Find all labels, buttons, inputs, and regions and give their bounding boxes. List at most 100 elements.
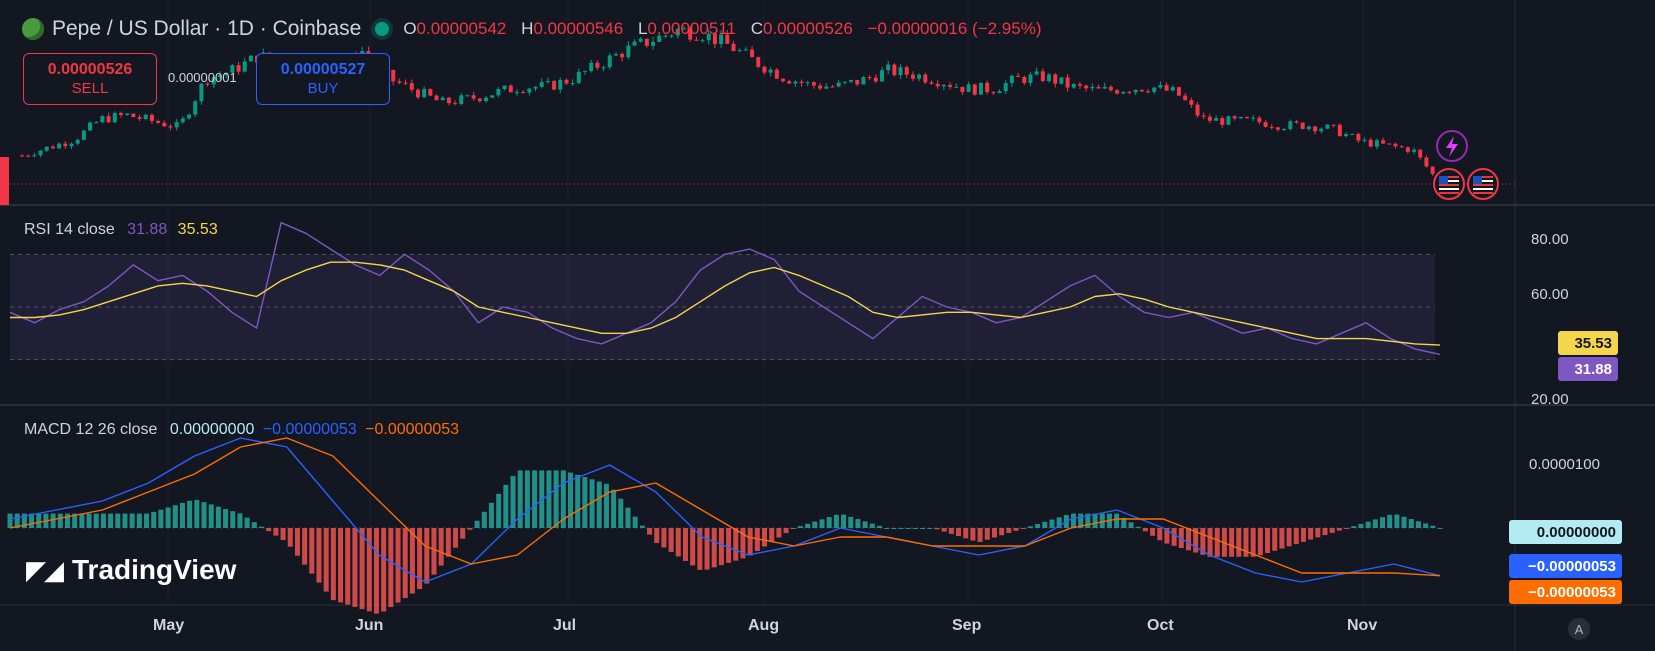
- macd-histogram-bar: [991, 528, 997, 538]
- macd-histogram-bar: [1236, 528, 1242, 557]
- macd-histogram-bar: [1121, 517, 1127, 528]
- macd-histogram-bar: [409, 528, 415, 594]
- candle-body: [1393, 143, 1398, 147]
- macd-histogram-bar: [294, 528, 300, 556]
- macd-legend[interactable]: MACD 12 26 close 0.00000000 −0.00000053 …: [24, 421, 459, 439]
- candle-body: [620, 53, 625, 58]
- candle-body: [601, 67, 606, 69]
- candle-body: [100, 116, 105, 123]
- candle-body: [1245, 116, 1250, 119]
- auto-scale-button[interactable]: A: [1568, 618, 1590, 640]
- candle-body: [1090, 87, 1095, 89]
- lightning-event-icon: [1436, 130, 1468, 162]
- macd-histogram-bar: [1308, 528, 1314, 540]
- candle-body: [20, 155, 24, 157]
- macd-histogram-bar: [1207, 528, 1213, 557]
- candle-body: [81, 130, 86, 140]
- macd-histogram-bar: [1078, 513, 1084, 528]
- macd-histogram-bar: [259, 526, 265, 528]
- candle-body: [830, 86, 835, 88]
- macd-histogram-bar: [977, 528, 983, 542]
- macd-histogram-bar: [230, 511, 236, 528]
- candle-body: [248, 55, 253, 62]
- macd-histogram-bar: [776, 528, 782, 538]
- macd-histogram-bar: [1142, 528, 1148, 532]
- macd-histogram-bar: [79, 513, 85, 528]
- macd-histogram-bar: [704, 528, 710, 570]
- rsi-line: [9, 221, 1441, 356]
- candle-body: [94, 122, 99, 124]
- macd-histogram-bar: [460, 528, 466, 539]
- candle-body: [917, 74, 922, 79]
- macd-histogram-bar: [769, 528, 775, 543]
- macd-histogram-bar: [1042, 521, 1048, 528]
- macd-histogram-bar: [431, 528, 437, 575]
- candle-body: [743, 49, 748, 51]
- macd-histogram-bar: [510, 475, 516, 528]
- candle-body: [88, 122, 93, 131]
- candle-body: [539, 82, 544, 87]
- macd-histogram-bar: [1035, 524, 1041, 528]
- candle-body: [187, 114, 192, 119]
- rsi-axis-80: 80.00: [1531, 231, 1569, 248]
- candle-body: [694, 39, 699, 41]
- macd-histogram-bar: [64, 513, 70, 528]
- macd-histogram-bar: [395, 528, 401, 603]
- candle-body: [1059, 77, 1064, 84]
- macd-histogram-bar: [1286, 528, 1292, 547]
- candle-body: [168, 126, 173, 128]
- macd-histogram-bar: [956, 528, 962, 537]
- macd-histogram-bar: [905, 528, 911, 529]
- macd-histogram-bar: [848, 516, 854, 528]
- candle-body: [1164, 85, 1169, 91]
- candle-body: [1115, 90, 1120, 94]
- candle-body: [1418, 149, 1423, 158]
- macd-histogram-bar: [783, 528, 789, 534]
- macd-histogram-bar: [1380, 517, 1386, 528]
- macd-histogram-bar: [711, 528, 717, 568]
- rsi-legend[interactable]: RSI 14 close 31.88 35.53: [24, 221, 218, 239]
- macd-histogram-bar: [244, 517, 250, 528]
- open-value: 0.00000542: [416, 19, 507, 38]
- macd-histogram-bar: [618, 498, 624, 528]
- macd-histogram-bar: [287, 528, 293, 547]
- candle-body: [997, 91, 1002, 94]
- candle-body: [1362, 139, 1367, 141]
- macd-histogram-bar: [532, 470, 538, 528]
- candle-body: [205, 83, 210, 85]
- low-value: 0.00000511: [647, 19, 736, 38]
- macd-histogram-bar: [57, 513, 63, 528]
- sell-button[interactable]: 0.00000526 SELL: [23, 53, 157, 105]
- macd-histogram-bar: [1128, 522, 1134, 528]
- candle-body: [1207, 116, 1212, 121]
- macd-pane: [7, 437, 1443, 614]
- candle-body: [521, 92, 526, 94]
- macd-histogram-bar: [654, 528, 660, 543]
- candle-body: [1226, 116, 1231, 125]
- buy-button[interactable]: 0.00000527 BUY: [256, 53, 390, 105]
- candle-body: [576, 71, 581, 84]
- candle-body: [57, 143, 62, 149]
- symbol-legend[interactable]: Pepe / US Dollar · 1D · Coinbase O0.0000…: [22, 15, 1051, 43]
- macd-histogram-bar: [553, 470, 559, 528]
- symbol-title: Pepe / US Dollar · 1D · Coinbase: [52, 17, 362, 40]
- macd-histogram-bar: [144, 513, 150, 528]
- candle-body: [799, 81, 804, 83]
- macd-histogram-bar: [611, 489, 617, 528]
- candle-body: [409, 83, 414, 90]
- candle-body: [991, 92, 996, 94]
- candle-body: [657, 35, 662, 42]
- candle-body: [1028, 74, 1033, 83]
- x-tick-jul: Jul: [553, 617, 577, 634]
- macd-histogram-bar: [381, 528, 387, 612]
- candle-body: [180, 118, 185, 123]
- macd-histogram-bar: [309, 528, 315, 574]
- candle-body: [428, 89, 433, 96]
- macd-histogram-bar: [1114, 513, 1120, 528]
- candle-body: [700, 40, 705, 42]
- macd-histogram-bar: [1300, 528, 1306, 542]
- macd-hist-legend: 0.00000000: [169, 421, 255, 438]
- macd-histogram-bar: [21, 513, 27, 528]
- macd-histogram-bar: [639, 525, 645, 528]
